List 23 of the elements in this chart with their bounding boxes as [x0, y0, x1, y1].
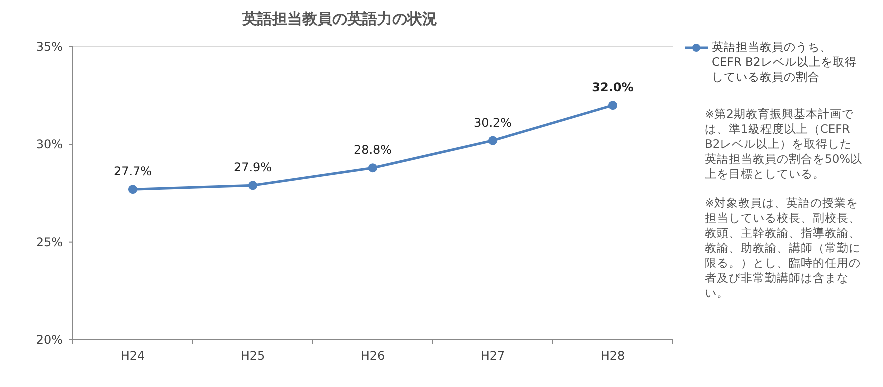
y-tick-label: 25%: [36, 235, 63, 250]
y-tick-label: 20%: [36, 333, 63, 347]
text: ※対象教員は、英語の授業を担当している校長、副校長、教頭、主幹教諭、指導教諭、教諭、助教諭、講師（常勤に限る。）とし、臨時的任用の者及び非常勤講師は含まない。: [705, 196, 862, 301]
x-tick-label: H26: [360, 349, 386, 363]
legend-label: 英語担当教員のうち、CEFR B2レベル以上を取得している教員の割合: [712, 40, 858, 85]
text: ※第2期教育振興基本計画では、準1級程度以上（CEFR B2レベル以上）を取得した英語担当教員の割合を50%以上を目標としている。: [705, 107, 863, 182]
data-label: 27.7%: [114, 164, 152, 179]
point: [608, 101, 618, 110]
data-label: 28.8%: [354, 143, 392, 158]
data-label: 27.9%: [234, 160, 272, 175]
point: [248, 181, 258, 190]
data-label: 32.0%: [592, 80, 634, 95]
x-tick-label: H28: [600, 349, 626, 363]
data-label: 30.2%: [474, 116, 512, 130]
x-tick-label: H25: [240, 349, 266, 363]
point: [488, 136, 498, 146]
x-tick-label: H27: [480, 349, 506, 363]
y-tick-label: 30%: [36, 138, 63, 152]
x-tick-label: H24: [120, 349, 146, 363]
chart-title: 英語担当教員の英語力の状況: [242, 10, 438, 28]
y-tick-label: 35%: [36, 40, 63, 54]
point: [128, 185, 138, 194]
point: [368, 164, 378, 173]
